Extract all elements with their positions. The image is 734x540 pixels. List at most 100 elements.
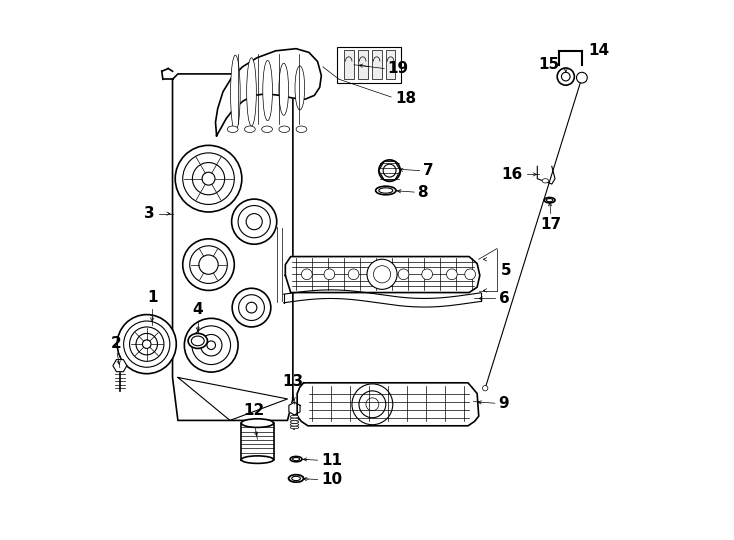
Circle shape [184,319,238,372]
Polygon shape [289,402,300,415]
Text: 14: 14 [589,43,609,58]
Bar [344,50,354,79]
Ellipse shape [292,476,300,481]
Ellipse shape [288,475,304,482]
Text: 3: 3 [144,206,155,221]
Text: 1: 1 [147,290,157,305]
Ellipse shape [192,336,204,346]
Circle shape [246,214,262,230]
Circle shape [422,269,432,280]
Ellipse shape [379,188,393,193]
Text: 8: 8 [418,185,428,200]
Ellipse shape [241,419,274,427]
Ellipse shape [546,199,553,202]
Ellipse shape [188,333,208,348]
Circle shape [117,315,176,374]
Ellipse shape [290,418,299,421]
Circle shape [189,246,228,284]
Polygon shape [172,74,293,421]
Circle shape [192,163,225,195]
Text: 16: 16 [501,167,523,182]
Text: 19: 19 [388,61,409,76]
Ellipse shape [290,423,299,426]
Circle shape [352,384,393,425]
Circle shape [379,160,400,181]
Circle shape [366,398,379,411]
Circle shape [123,321,170,367]
Polygon shape [241,423,274,460]
Text: 11: 11 [321,453,342,468]
Ellipse shape [230,55,240,131]
Circle shape [482,386,488,391]
Ellipse shape [263,60,272,120]
Bar [358,50,368,79]
Ellipse shape [545,198,555,203]
Ellipse shape [293,457,299,461]
Bar [338,46,401,83]
Circle shape [238,206,270,238]
Ellipse shape [117,329,176,359]
Ellipse shape [290,426,299,429]
Ellipse shape [376,186,396,195]
Polygon shape [216,49,321,136]
Text: 13: 13 [283,374,303,389]
Circle shape [232,288,271,327]
Text: 5: 5 [501,262,512,278]
Ellipse shape [244,126,255,132]
Ellipse shape [228,126,238,132]
Circle shape [199,255,218,274]
Ellipse shape [290,456,302,462]
Ellipse shape [262,126,272,132]
Circle shape [232,199,277,244]
Ellipse shape [290,421,299,423]
Circle shape [359,391,386,418]
Circle shape [136,333,158,355]
Circle shape [557,68,575,85]
Circle shape [446,269,457,280]
Bar [386,50,396,79]
Polygon shape [178,377,288,421]
Circle shape [142,340,151,348]
Text: 6: 6 [498,291,509,306]
Circle shape [398,269,409,280]
Ellipse shape [542,179,548,183]
Circle shape [239,295,264,321]
Circle shape [192,326,230,365]
Text: 17: 17 [540,218,562,232]
Circle shape [302,269,312,280]
Circle shape [576,72,587,83]
Polygon shape [297,383,479,426]
Circle shape [207,341,216,349]
Circle shape [367,259,397,289]
Circle shape [562,72,570,81]
Polygon shape [286,256,480,293]
Ellipse shape [279,63,288,115]
Text: 9: 9 [498,396,509,411]
Circle shape [200,334,222,356]
Ellipse shape [279,126,290,132]
Ellipse shape [295,66,305,110]
Circle shape [383,164,396,177]
Circle shape [374,269,384,280]
Ellipse shape [290,415,299,418]
Text: 4: 4 [192,302,203,318]
Text: 18: 18 [395,91,416,106]
Bar [372,50,382,79]
Circle shape [324,269,335,280]
Circle shape [129,327,164,361]
Circle shape [175,145,241,212]
Circle shape [348,269,359,280]
Text: 7: 7 [424,163,434,178]
Ellipse shape [241,456,274,463]
Ellipse shape [296,126,307,132]
Circle shape [183,239,234,291]
Circle shape [374,266,390,283]
Circle shape [465,269,476,280]
Circle shape [202,172,215,185]
Ellipse shape [247,58,256,126]
Circle shape [183,153,234,205]
Circle shape [246,302,257,313]
Text: 12: 12 [244,403,265,418]
Text: 2: 2 [111,335,122,350]
Text: 15: 15 [538,57,559,72]
